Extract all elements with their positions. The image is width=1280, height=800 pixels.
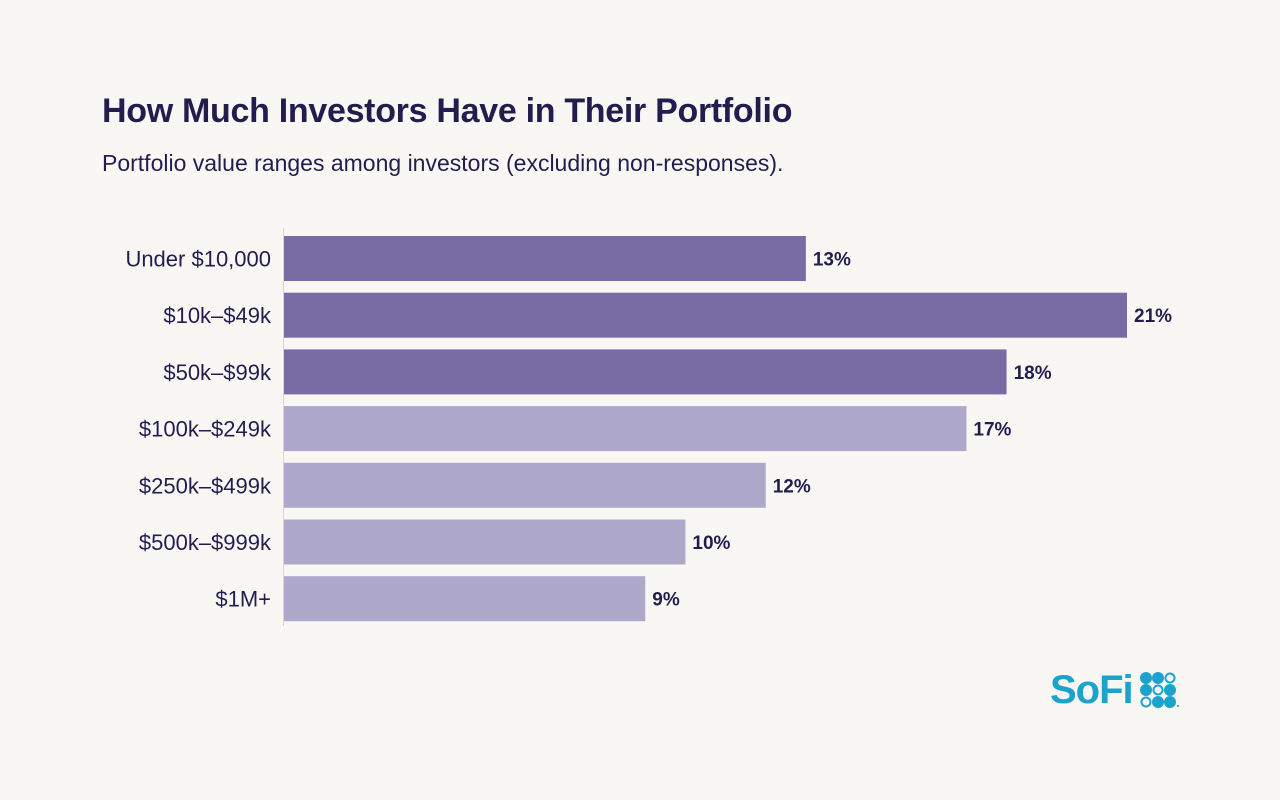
value-label: 17% [973, 420, 1011, 441]
bar [284, 292, 1127, 338]
logo-dots-icon [1139, 671, 1179, 708]
value-label: 10% [692, 533, 730, 554]
category-label: $1M+ [215, 587, 271, 612]
value-label: 9% [652, 590, 680, 611]
value-label: 18% [1014, 363, 1052, 384]
bar [284, 349, 1007, 395]
bar [284, 576, 646, 622]
category-label: $50k–$99k [163, 360, 272, 385]
category-label: $100k–$249k [139, 417, 272, 442]
category-label: $250k–$499k [139, 473, 272, 498]
chart-title: How Much Investors Have in Their Portfol… [102, 92, 793, 130]
value-label: 13% [813, 250, 851, 271]
bar [284, 406, 967, 452]
value-label: 12% [773, 476, 811, 497]
bar [284, 462, 766, 508]
sofi-logo: SoFi [1050, 668, 1185, 713]
category-label: Under $10,000 [125, 247, 271, 272]
category-label: $10k–$49k [163, 303, 272, 328]
logo-text: SoFi [1050, 668, 1134, 712]
value-label: 21% [1134, 306, 1172, 327]
bar [284, 519, 686, 565]
bar [284, 236, 806, 281]
chart-subtitle: Portfolio value ranges among investors (… [102, 150, 784, 176]
category-label: $500k–$999k [139, 530, 272, 555]
